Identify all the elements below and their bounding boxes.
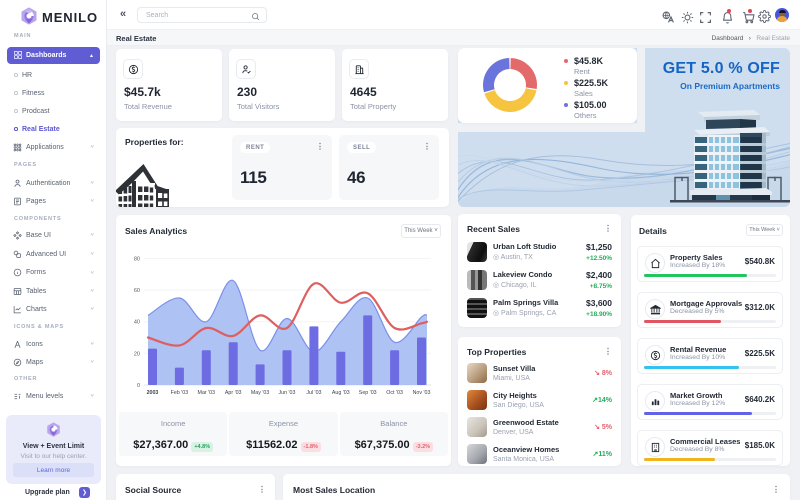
- svg-text:Aug '03: Aug '03: [332, 390, 350, 396]
- svg-text:Apr '03: Apr '03: [225, 390, 242, 396]
- svg-text:80: 80: [134, 256, 140, 262]
- svg-text:Jun '03: Jun '03: [279, 390, 296, 396]
- svg-text:Mar '03: Mar '03: [198, 390, 216, 396]
- svg-text:40: 40: [134, 320, 140, 326]
- svg-text:Nov '03: Nov '03: [413, 390, 431, 396]
- svg-text:May '03: May '03: [251, 390, 269, 396]
- svg-text:2003: 2003: [147, 390, 159, 396]
- svg-text:Sep '03: Sep '03: [359, 390, 377, 396]
- svg-text:Jul '03: Jul '03: [306, 390, 321, 396]
- svg-text:20: 20: [134, 351, 140, 357]
- svg-text:0: 0: [137, 383, 140, 389]
- svg-text:Feb '03: Feb '03: [171, 390, 189, 396]
- svg-text:Oct '03: Oct '03: [386, 390, 403, 396]
- svg-text:60: 60: [134, 288, 140, 294]
